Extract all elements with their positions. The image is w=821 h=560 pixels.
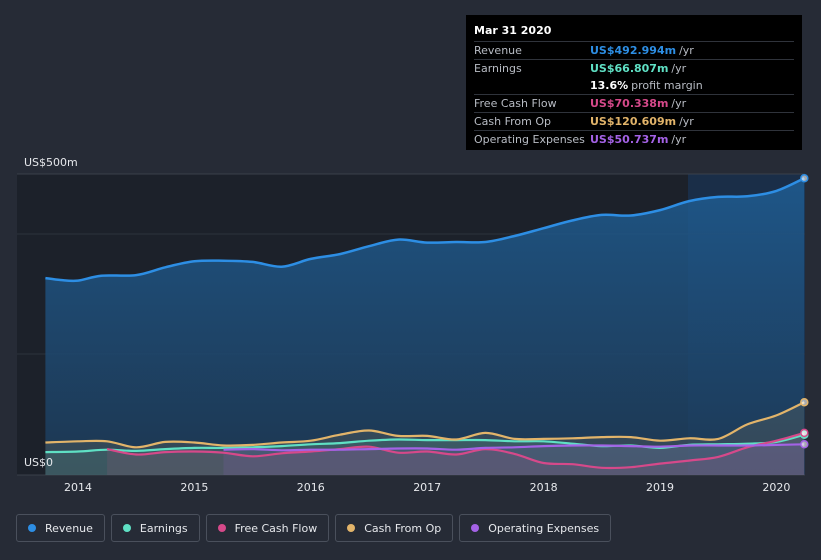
series-lines <box>45 177 805 470</box>
legend-label: Operating Expenses <box>488 521 600 535</box>
x-tick-label-2016: 2016 <box>297 481 325 494</box>
tooltip-row: Operating Expenses US$50.737m/yr <box>474 130 794 148</box>
legend-label: Cash From Op <box>364 521 442 535</box>
earnings-area <box>45 434 805 475</box>
tooltip-row-unit: /yr <box>679 44 694 57</box>
operating-expenses-area <box>223 444 805 475</box>
tooltip-row-value: US$120.609m <box>590 115 677 128</box>
tooltip-rows: Revenue US$492.994m/yr Earnings US$66.807m /… <box>474 41 794 148</box>
tooltip-row-unit: /yr <box>671 133 687 146</box>
x-tick-label-2018: 2018 <box>530 481 558 494</box>
operating-expenses-endpoint <box>800 440 809 449</box>
tooltip-date: Mar 31 2020 <box>474 24 552 37</box>
legend-dot-icon <box>217 524 226 532</box>
tooltip-row-value: 13.6% <box>590 79 629 92</box>
tooltip-row-value: US$50.737m <box>590 133 669 146</box>
tooltip-row: 13.6% profit margin <box>474 77 794 94</box>
tooltip-row-unit: /yr <box>671 97 687 110</box>
tooltip-row-name: Cash From Op <box>474 115 552 128</box>
tooltip-row: Free Cash Flow US$70.338m/yr <box>474 94 794 112</box>
legend-dot-icon <box>347 524 356 532</box>
tooltip-row: Earnings US$66.807m/yr <box>474 59 794 77</box>
revenue-line <box>45 177 805 283</box>
legend-dot-icon <box>471 524 480 532</box>
legend-item-cash-from-op[interactable]: Cash From Op <box>335 514 454 542</box>
tooltip-row-name: Revenue <box>474 44 522 57</box>
legend-item-free-cash-flow[interactable]: Free Cash Flow <box>205 514 330 542</box>
y-axis-top-label: US$500m <box>24 156 78 169</box>
free-cash-flow-area <box>107 432 805 475</box>
cash-from-op-area <box>45 402 805 475</box>
revenue-endpoint <box>800 173 809 183</box>
tooltip-row-value: US$66.807m <box>590 62 669 75</box>
x-tick-label-2020: 2020 <box>762 481 790 494</box>
legend: Revenue Earnings Free Cash Flow Cash From O… <box>16 514 612 542</box>
x-axis-ticks: 2014 2015 2016 2017 2018 2019 2020 <box>64 481 790 494</box>
tooltip-row-name: Operating Expenses <box>474 133 585 146</box>
y-axis-bottom-label: US$0 <box>24 456 53 469</box>
tooltip-row-unit: /yr <box>671 62 687 75</box>
tooltip-row-value: US$492.994m <box>590 44 677 57</box>
legend-item-earnings[interactable]: Earnings <box>110 514 200 542</box>
tooltip-row-name: Earnings <box>474 62 522 75</box>
series-endpoints <box>800 173 809 449</box>
legend-dot-icon <box>122 524 131 532</box>
x-tick-label-2014: 2014 <box>64 481 92 494</box>
x-tick-label-2017: 2017 <box>413 481 441 494</box>
x-tick-label-2019: 2019 <box>646 481 674 494</box>
tooltip-row: Revenue US$492.994m/yr <box>474 41 794 59</box>
tooltip-row-unit: profit margin <box>631 79 703 92</box>
tooltip-row-name: Free Cash Flow <box>474 97 557 110</box>
free-cash-flow-line <box>106 431 805 470</box>
revenue-area <box>45 178 805 475</box>
cash-from-op-endpoint <box>800 397 809 407</box>
cash-from-op-line <box>45 401 805 449</box>
legend-item-revenue[interactable]: Revenue <box>16 514 105 542</box>
operating-expenses-line <box>223 443 805 452</box>
legend-label: Free Cash Flow <box>234 521 318 535</box>
legend-label: Revenue <box>45 521 93 535</box>
tooltip-row: Cash From Op US$120.609m/yr <box>474 112 794 130</box>
series-areas <box>45 178 805 475</box>
tooltip-row-name <box>474 77 590 94</box>
tooltip-row-unit: /yr <box>679 115 694 128</box>
tooltip-panel: Mar 31 2020 Revenue US$492.994m/yr Earning… <box>466 15 802 150</box>
tooltip-row-value: US$70.338m <box>590 97 669 110</box>
free-cash-flow-endpoint <box>800 428 809 438</box>
legend-dot-icon <box>28 524 36 532</box>
x-tick-label-2015: 2015 <box>180 481 208 494</box>
legend-label: Earnings <box>139 521 188 535</box>
legend-item-operating-expenses[interactable]: Operating Expenses <box>459 514 612 542</box>
